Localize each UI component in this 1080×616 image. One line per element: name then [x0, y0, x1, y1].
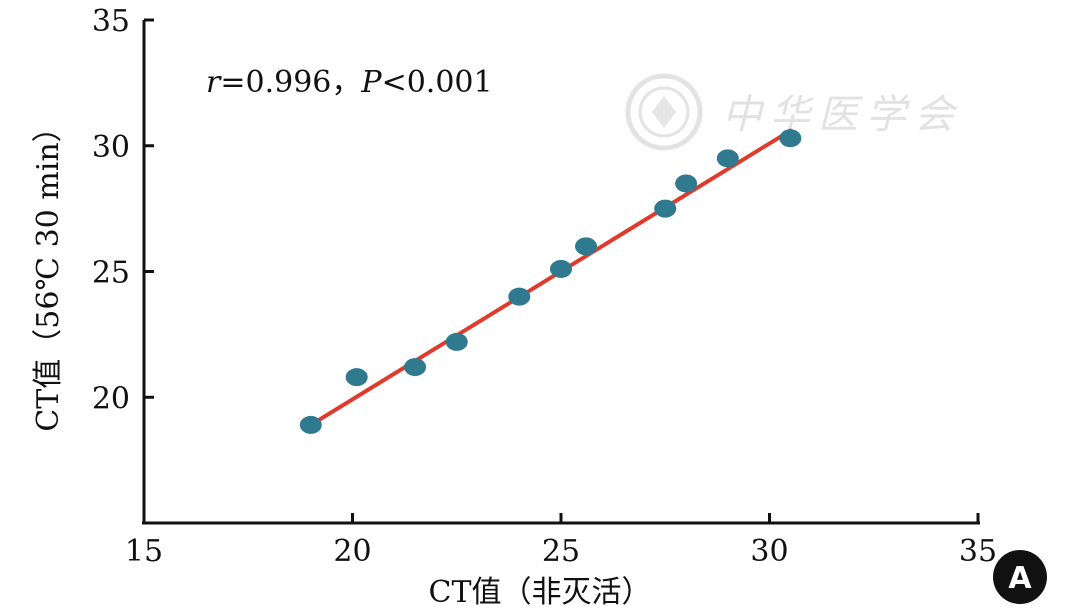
x-tick-label: 20 — [333, 534, 371, 569]
y-tick-label: 25 — [92, 256, 130, 291]
data-point — [779, 129, 802, 148]
r-symbol: r — [206, 65, 222, 100]
x-axis-title: CT值（非灭活） — [429, 575, 652, 610]
x-axis-ticks: 15 20 25 30 35 — [125, 513, 997, 569]
y-axis-title: CT值（56℃ 30 min） — [31, 112, 66, 431]
data-point — [345, 368, 368, 387]
r-value: =0.996， — [220, 65, 361, 100]
y-tick-label: 30 — [92, 130, 130, 165]
data-point — [445, 332, 468, 351]
x-tick-label: 35 — [959, 534, 997, 569]
data-point — [716, 149, 739, 168]
data-point — [550, 259, 572, 278]
watermark-seal-icon — [625, 73, 703, 151]
x-tick-label: 15 — [125, 534, 163, 569]
panel-label-badge: A — [993, 550, 1047, 604]
p-symbol: P — [360, 65, 382, 100]
x-tick-label: 25 — [542, 534, 580, 569]
regression-line-group — [308, 128, 793, 427]
y-axis-ticks: 20 25 30 35 — [92, 4, 154, 416]
watermark-text: 中华医学会 — [722, 92, 962, 138]
watermark: 中华医学会 — [625, 73, 962, 151]
axes: 20 25 30 35 15 20 25 30 35 — [92, 4, 997, 569]
p-value: <0.001 — [382, 65, 493, 100]
data-points — [299, 129, 802, 434]
data-point — [675, 174, 698, 193]
regression-line — [308, 128, 793, 427]
x-tick-label: 30 — [750, 534, 788, 569]
data-point — [575, 237, 598, 256]
data-point — [299, 415, 322, 434]
data-point — [508, 287, 531, 306]
data-point — [404, 358, 427, 377]
y-tick-label: 20 — [92, 381, 130, 416]
data-point — [654, 199, 677, 218]
stat-annotation: r=0.996，P<0.001 — [206, 65, 493, 100]
y-tick-label: 35 — [92, 4, 130, 39]
panel-label: A — [1008, 561, 1032, 596]
